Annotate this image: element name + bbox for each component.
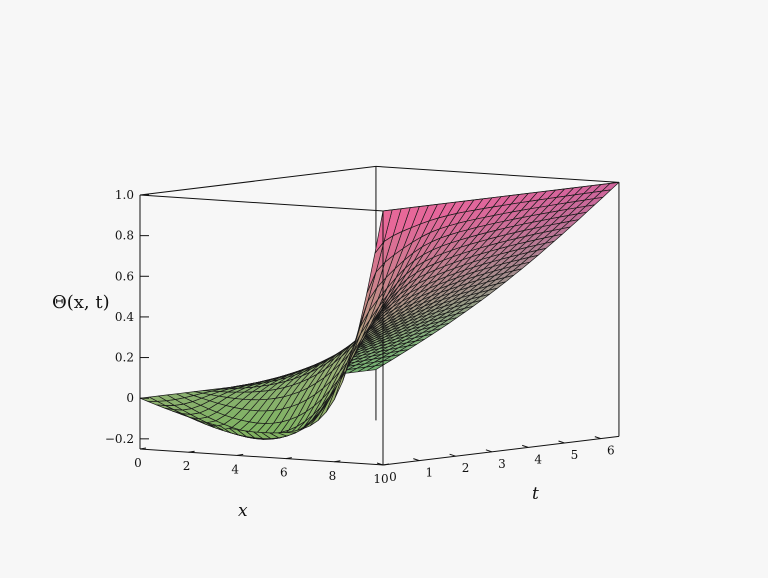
box-edge xyxy=(139,448,384,466)
x-tick xyxy=(285,457,292,460)
box-edge xyxy=(139,194,384,212)
bounding-box-front xyxy=(139,182,620,466)
t-tick-label: 2 xyxy=(462,461,470,475)
box-edge xyxy=(375,165,619,183)
surface-mesh xyxy=(139,182,620,440)
x-tick xyxy=(382,463,390,466)
t-tick-label: 6 xyxy=(607,444,615,458)
box-edge xyxy=(382,435,620,466)
z-tick-label: 0.2 xyxy=(115,351,134,365)
x-tick-label: 8 xyxy=(329,469,337,483)
t-tick xyxy=(558,440,565,444)
box-edge xyxy=(139,165,377,196)
z-axis-label: Θ(x, t) xyxy=(52,292,110,313)
x-tick-label: 4 xyxy=(231,462,239,476)
x-axis-label: x xyxy=(238,501,248,521)
t-tick-label: 0 xyxy=(389,470,397,484)
x-tick xyxy=(334,460,341,463)
z-tick-label: 0 xyxy=(126,391,134,405)
t-tick-label: 5 xyxy=(571,448,579,462)
t-tick xyxy=(376,462,384,466)
z-tick-label: −0.2 xyxy=(105,432,134,446)
x-tick xyxy=(237,453,244,456)
t-tick xyxy=(449,453,456,457)
t-tick xyxy=(594,436,601,440)
t-axis-label: t xyxy=(532,484,539,504)
x-tick-label: 2 xyxy=(183,459,191,473)
t-tick xyxy=(522,444,529,448)
x-tick-label: 10 xyxy=(373,472,388,486)
t-tick-label: 3 xyxy=(498,457,506,471)
z-tick-label: 1.0 xyxy=(115,188,134,202)
z-tick-label: 0.6 xyxy=(115,269,134,283)
x-tick xyxy=(139,447,147,450)
t-tick-label: 4 xyxy=(534,452,542,466)
z-tick-label: 0.8 xyxy=(115,229,134,243)
x-tick-label: 0 xyxy=(134,456,142,470)
t-tick xyxy=(413,458,420,462)
t-tick-label: 1 xyxy=(425,466,433,480)
x-tick xyxy=(188,450,195,453)
t-tick xyxy=(485,449,493,453)
z-tick-label: 0.4 xyxy=(115,310,134,324)
axes: −0.200.20.40.60.81.00 2 4 6 8 10 0 1 2 3 4 5 6 xyxy=(105,188,615,486)
x-tick-label: 6 xyxy=(280,466,288,480)
